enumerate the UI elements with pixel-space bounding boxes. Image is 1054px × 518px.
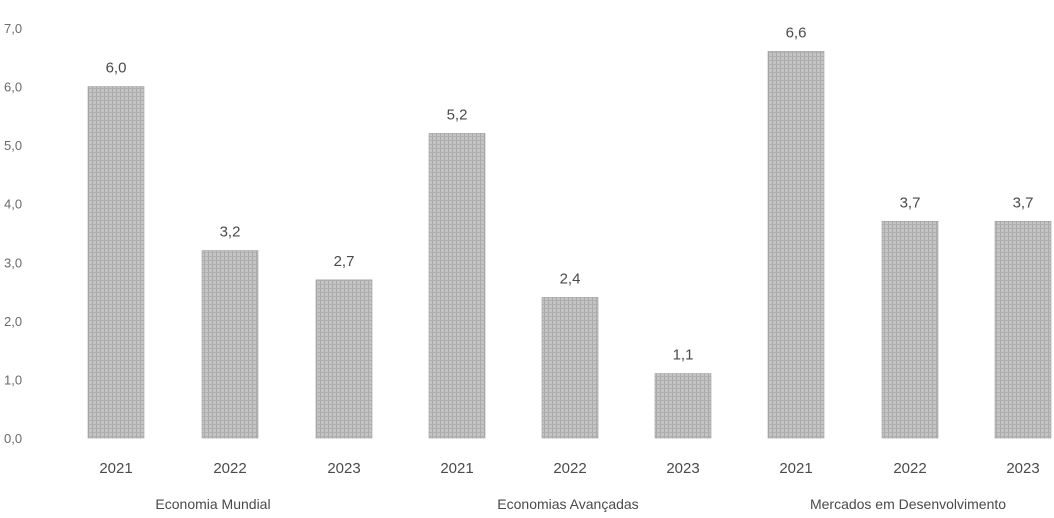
- bar: [541, 297, 599, 439]
- y-tick-label: 2,0: [4, 314, 22, 329]
- group-label: Economia Mundial: [155, 496, 270, 512]
- x-axis: 2021 2022 2023 Economia Mundial 2021 2022 2023…: [99, 460, 1039, 512]
- bar: [994, 220, 1052, 439]
- y-tick-label: 7,0: [4, 21, 22, 36]
- data-label: 3,7: [1013, 194, 1034, 211]
- bar: [654, 373, 712, 439]
- bars: 6,0 3,2 2,7 5,2 2,4 1,1 6,6 3,7 3,7: [87, 24, 1052, 439]
- data-label: 1,1: [673, 347, 694, 364]
- data-label: 6,0: [106, 60, 127, 77]
- x-tick-label: 2022: [213, 460, 246, 477]
- x-tick-label: 2023: [327, 460, 360, 477]
- x-tick-label: 2023: [1006, 460, 1039, 477]
- y-axis: 0,0 1,0 2,0 3,0 4,0 5,0 6,0 7,0: [4, 21, 22, 446]
- x-tick-label: 2021: [99, 460, 132, 477]
- y-tick-label: 1,0: [4, 372, 22, 387]
- group-label: Economias Avançadas: [497, 496, 638, 512]
- data-label: 5,2: [447, 106, 468, 123]
- data-label: 2,7: [334, 253, 355, 270]
- bar: [315, 279, 373, 439]
- x-tick-label: 2022: [553, 460, 586, 477]
- bar: [428, 133, 486, 439]
- x-tick-label: 2021: [779, 460, 812, 477]
- x-tick-label: 2021: [440, 460, 473, 477]
- y-tick-label: 3,0: [4, 255, 22, 270]
- y-tick-label: 0,0: [4, 431, 22, 446]
- bar: [201, 250, 259, 439]
- x-tick-label: 2023: [666, 460, 699, 477]
- data-label: 3,2: [220, 224, 241, 241]
- data-label: 2,4: [560, 270, 581, 287]
- bar: [87, 86, 145, 439]
- data-label: 6,6: [786, 24, 807, 41]
- bar: [881, 220, 939, 439]
- x-tick-label: 2022: [893, 460, 926, 477]
- y-tick-label: 6,0: [4, 80, 22, 95]
- y-tick-label: 4,0: [4, 197, 22, 212]
- data-label: 3,7: [900, 194, 921, 211]
- bar: [767, 51, 825, 439]
- group-label: Mercados em Desenvolvimento: [810, 496, 1006, 512]
- y-tick-label: 5,0: [4, 138, 22, 153]
